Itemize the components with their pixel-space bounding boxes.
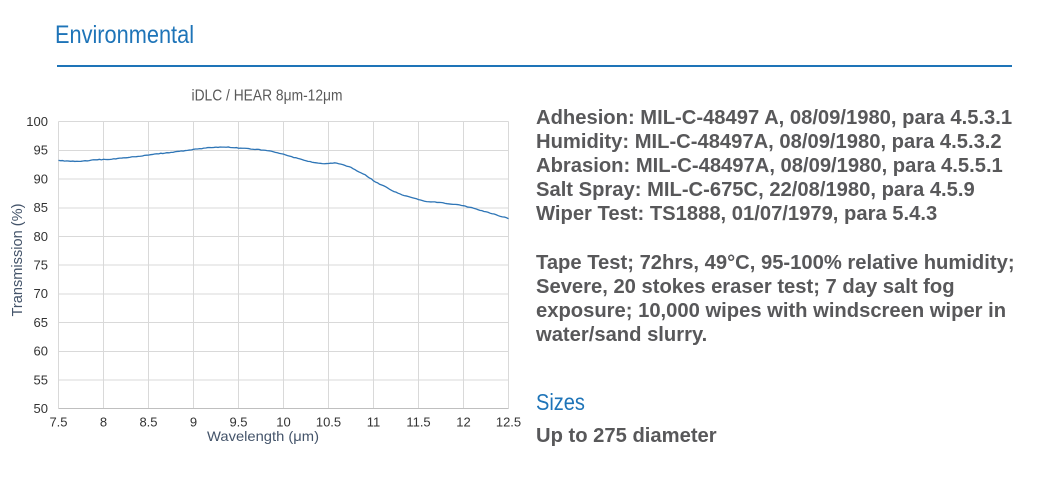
svg-text:10: 10 [276, 414, 290, 429]
svg-text:85: 85 [34, 200, 48, 215]
svg-text:Transmission (%): Transmission (%) [9, 204, 26, 317]
svg-text:8.5: 8.5 [139, 414, 157, 429]
svg-text:60: 60 [34, 344, 48, 359]
svg-text:50: 50 [34, 401, 48, 416]
svg-text:9: 9 [190, 414, 197, 429]
svg-text:7.5: 7.5 [49, 414, 67, 429]
svg-text:70: 70 [34, 286, 48, 301]
svg-text:80: 80 [34, 229, 48, 244]
svg-text:8: 8 [100, 414, 107, 429]
svg-text:55: 55 [34, 372, 48, 387]
svg-text:10.5: 10.5 [316, 414, 341, 429]
svg-text:95: 95 [34, 143, 48, 158]
svg-text:12: 12 [456, 414, 470, 429]
svg-text:Wavelength (μm): Wavelength (μm) [207, 428, 319, 444]
svg-text:75: 75 [34, 258, 48, 273]
svg-text:iDLC / HEAR 8μm-12μm: iDLC / HEAR 8μm-12μm [192, 88, 343, 105]
svg-text:11.5: 11.5 [406, 414, 430, 429]
svg-text:90: 90 [34, 171, 48, 186]
svg-text:12.5: 12.5 [496, 414, 521, 429]
svg-text:100: 100 [26, 114, 48, 129]
svg-text:65: 65 [34, 315, 48, 330]
svg-text:11: 11 [367, 414, 381, 429]
svg-text:9.5: 9.5 [229, 414, 247, 429]
